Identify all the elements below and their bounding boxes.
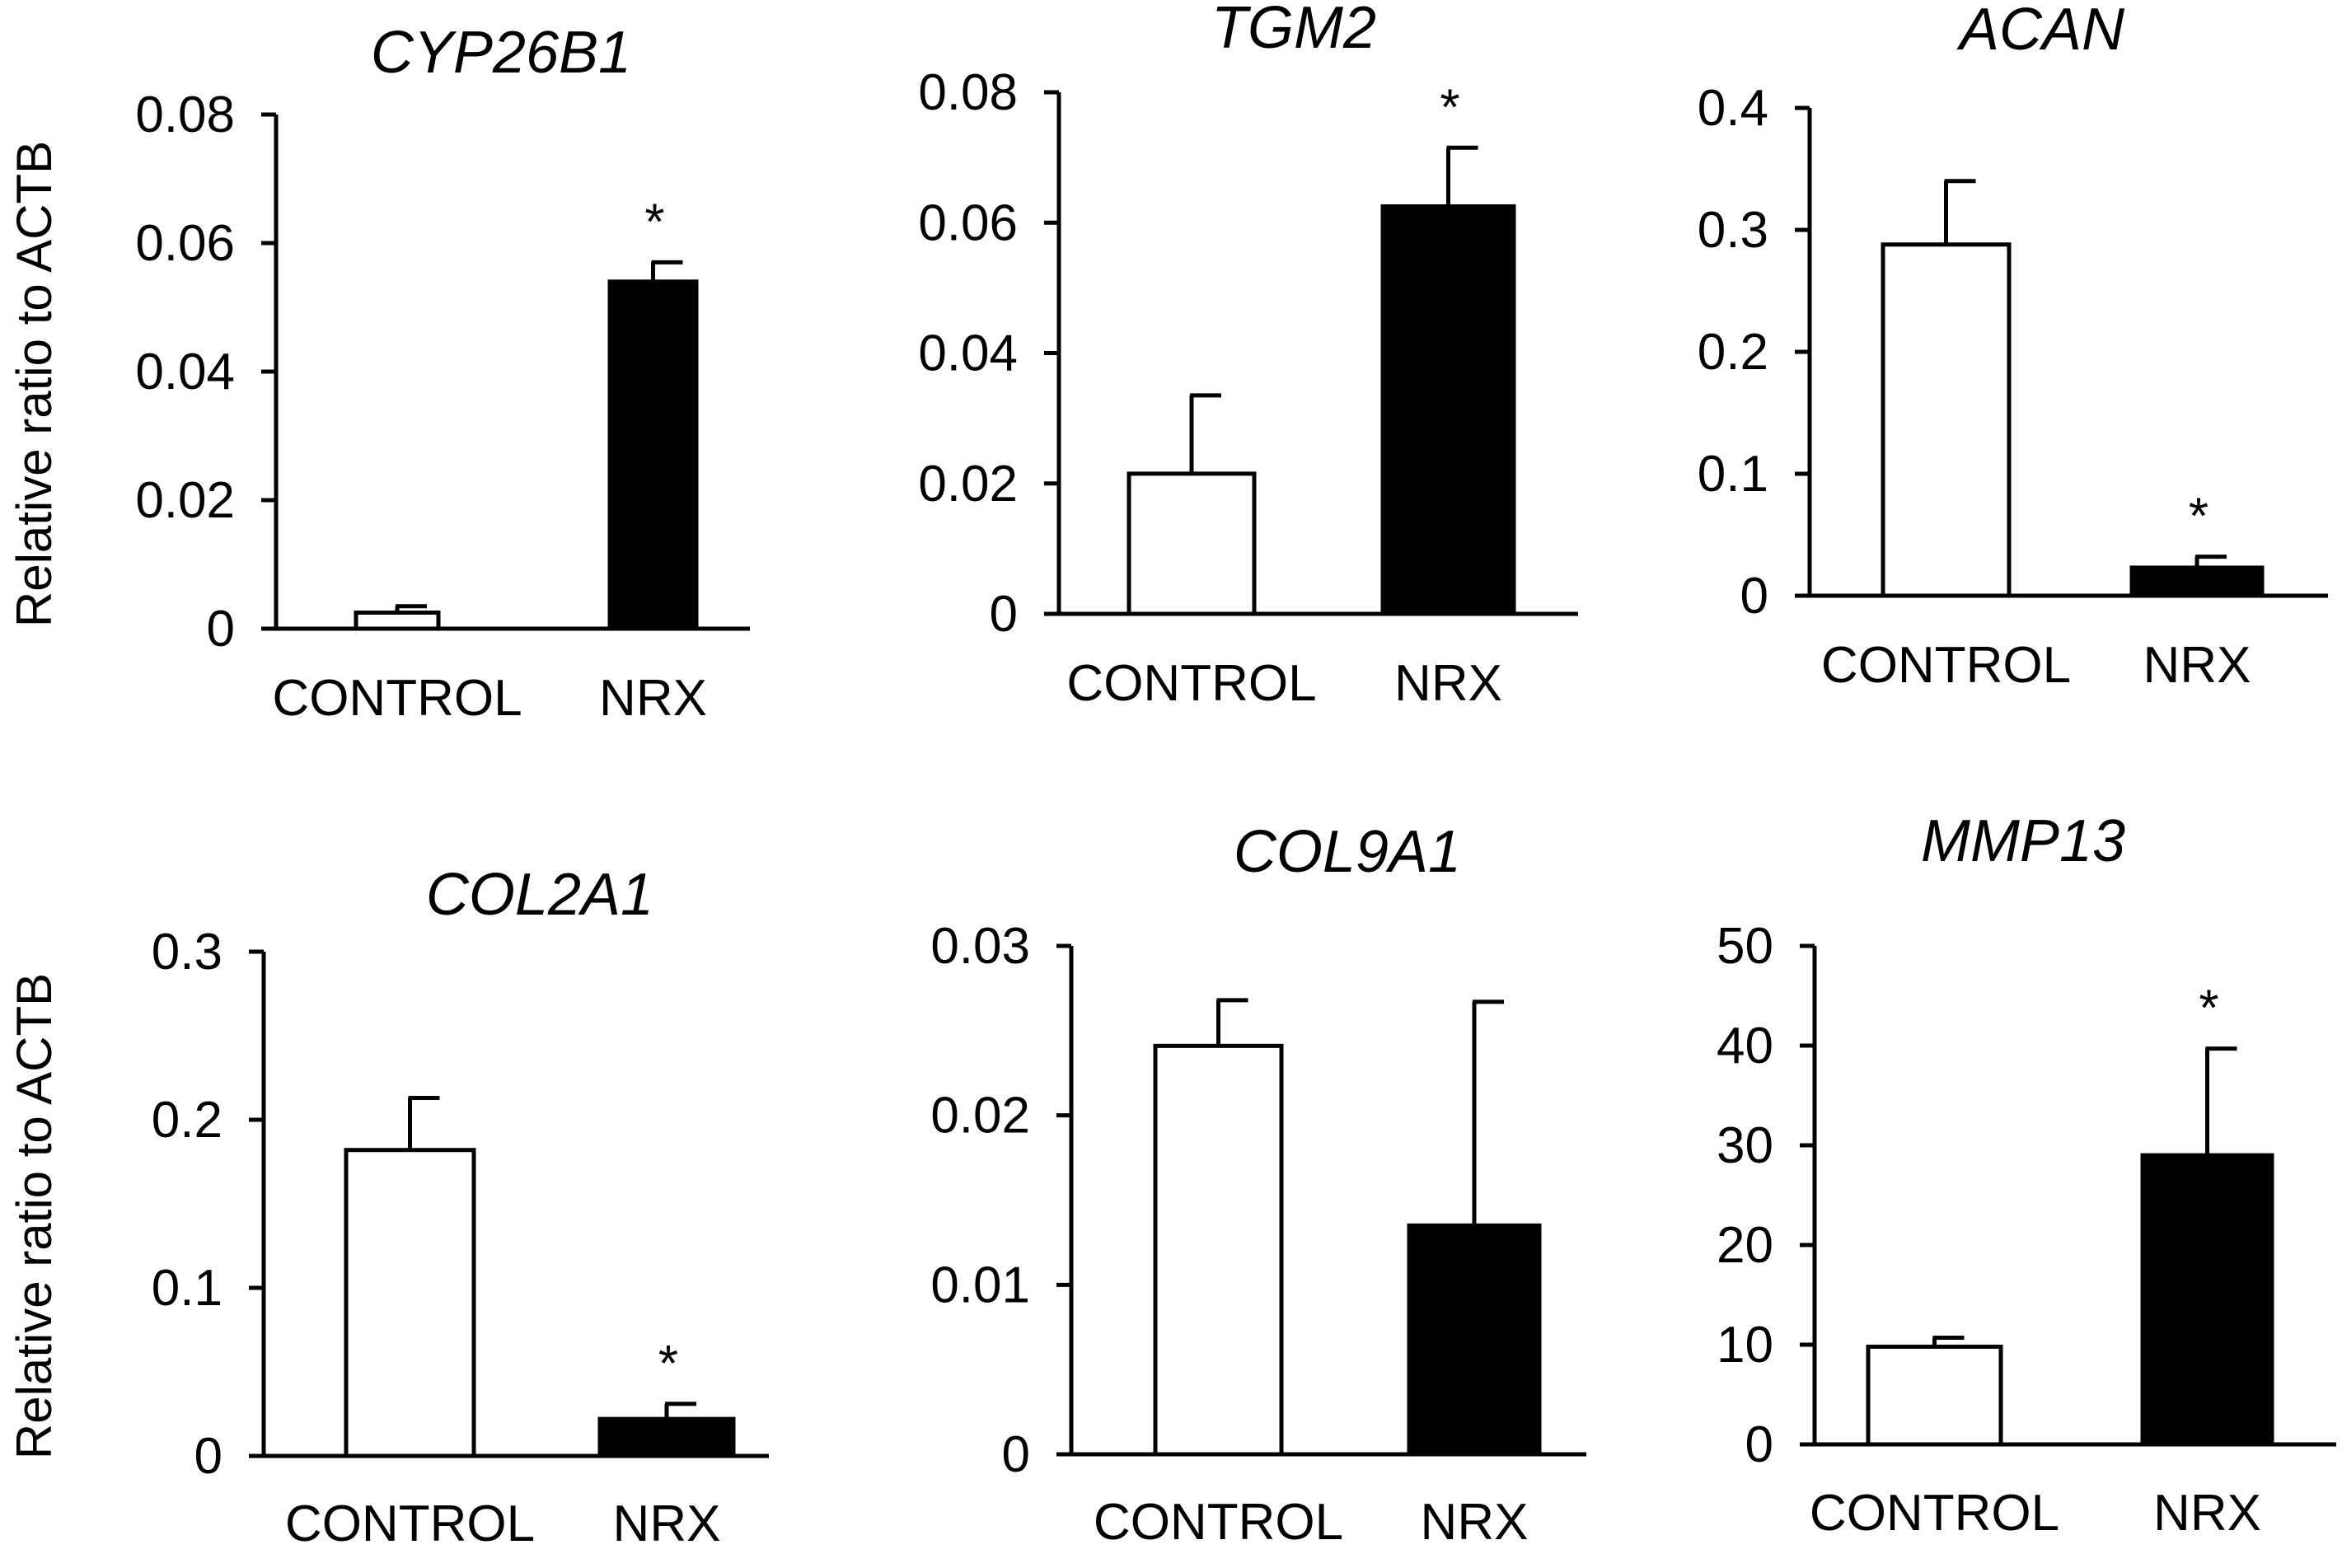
y-tick-label: 0.03 (930, 918, 1030, 975)
y-tick-label: 0.02 (135, 472, 235, 529)
panel-acan: ACAN 0 0.1 0.2 0.3 0.4 CONTROL NRX * (1698, 0, 2328, 694)
y-tick-label: 0.3 (152, 924, 222, 981)
y-tick-label: 0.3 (1698, 202, 1768, 259)
y-tick-label: 50 (1717, 918, 1773, 975)
bar-nrx (2140, 1153, 2274, 1447)
y-tick-label: 0.08 (918, 64, 1018, 121)
category-label: NRX (2153, 1485, 2261, 1542)
y-tick-label: 0 (207, 601, 235, 658)
category-label: NRX (613, 1495, 721, 1552)
y-tick-label: 0.06 (918, 194, 1018, 251)
y-tick-label: 0.04 (135, 344, 235, 400)
panel-tgm2: TGM2 0 0.02 0.04 0.06 0.08 CONTROL NRX * (918, 0, 1578, 712)
y-tick-label: 0.1 (152, 1260, 222, 1317)
y-tick-label: 0.2 (1698, 324, 1768, 381)
panel-title: COL2A1 (426, 862, 653, 928)
y-tick-label: 0 (990, 586, 1018, 643)
significance-marker: * (644, 194, 664, 250)
y-tick-label: 30 (1717, 1117, 1773, 1174)
y-tick-label: 0 (1002, 1426, 1030, 1483)
significance-marker: * (2199, 981, 2218, 1037)
y-tick-label: 0.1 (1698, 446, 1768, 503)
bar-nrx (2129, 565, 2265, 598)
panel-title: ACAN (1956, 0, 2125, 63)
y-tick-label: 0 (194, 1428, 222, 1485)
bar-control (1881, 242, 2012, 598)
y-tick-label: 0.02 (918, 456, 1018, 513)
y-axis-label: Relative ratio to ACTB (7, 141, 62, 627)
panel-col9a1: COL9A1 0 0.01 0.02 0.03 CONTROL NRX (930, 819, 1586, 1551)
y-tick-label: 0.06 (135, 215, 235, 272)
y-tick-label: 40 (1717, 1018, 1773, 1074)
category-label: NRX (1421, 1494, 1529, 1551)
y-tick-label: 0.08 (135, 87, 235, 143)
panel-col2a1: COL2A1 Relative ratio to ACTB 0 0.1 0.2 0.3 CO… (7, 862, 769, 1552)
category-label: CONTROL (1066, 655, 1316, 712)
bar-control (1153, 1043, 1284, 1457)
bar-control (354, 611, 441, 631)
category-label: CONTROL (1094, 1494, 1343, 1551)
chart-panels: CYP26B1 Relative ratio to ACTB 0 0.02 0.04 0.… (7, 0, 2336, 1552)
y-tick-label: 0 (1745, 1416, 1773, 1473)
category-label: NRX (1394, 655, 1502, 712)
y-tick-label: 0.04 (918, 325, 1018, 382)
y-tick-label: 10 (1717, 1317, 1773, 1374)
y-tick-label: 0.4 (1698, 80, 1768, 137)
significance-marker: * (2189, 489, 2209, 545)
category-label: CONTROL (1810, 1485, 2059, 1542)
panel-title: MMP13 (1921, 808, 2125, 874)
panel-title: CYP26B1 (371, 20, 631, 86)
category-label: NRX (599, 670, 707, 727)
bar-nrx (597, 1416, 736, 1458)
bar-control (344, 1148, 476, 1458)
y-tick-label: 0.02 (930, 1088, 1030, 1144)
panel-title: TGM2 (1211, 0, 1376, 61)
category-label: CONTROL (285, 1495, 535, 1552)
y-tick-label: 0.01 (930, 1257, 1030, 1313)
panel-cyp26b1: CYP26B1 Relative ratio to ACTB 0 0.02 0.04 0.… (7, 20, 750, 727)
bar-nrx (1380, 204, 1516, 616)
panel-mmp13: MMP13 0 10 20 30 40 50 CONTROL NRX * (1717, 808, 2336, 1542)
y-tick-label: 0 (1740, 568, 1768, 625)
bar-nrx (607, 279, 699, 631)
y-axis-label: Relative ratio to ACTB (7, 973, 62, 1459)
category-label: CONTROL (272, 670, 522, 727)
bar-nrx (1407, 1223, 1542, 1457)
y-tick-label: 0.2 (152, 1092, 222, 1149)
bar-control (1866, 1344, 2003, 1447)
bar-control (1127, 471, 1257, 616)
category-label: NRX (2143, 637, 2251, 694)
y-tick-label: 20 (1717, 1217, 1773, 1274)
panel-title: COL9A1 (1234, 819, 1461, 885)
category-label: CONTROL (1821, 637, 2071, 694)
significance-marker: * (658, 1336, 678, 1392)
significance-marker: * (1440, 79, 1459, 136)
